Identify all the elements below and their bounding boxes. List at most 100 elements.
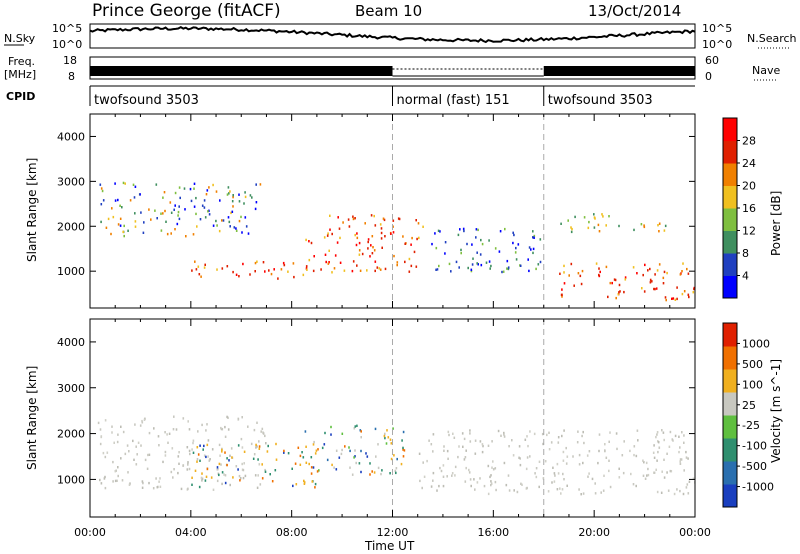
power-echo-cell <box>588 220 590 224</box>
power-echo-cell <box>467 266 469 270</box>
power-echo-cell <box>475 228 478 231</box>
velocity-echo-cell <box>546 433 548 437</box>
power-echo-cell <box>662 282 665 285</box>
velocity-echo-cell <box>432 479 434 482</box>
velocity-echo-cell <box>136 453 138 456</box>
nsky-strip <box>89 23 696 49</box>
power-echo-cell <box>380 231 383 235</box>
velocity-echo-cell <box>686 483 689 486</box>
velocity-echo-cell <box>354 455 356 458</box>
velocity-echo-cell <box>341 432 344 435</box>
velocity-echo-cell <box>365 452 367 455</box>
velocity-echo-cell <box>113 441 115 444</box>
power-echo-cell <box>143 221 145 224</box>
velocity-echo-cell <box>157 435 160 438</box>
power-echo-cell <box>233 226 236 229</box>
velocity-echo-cell <box>241 416 243 419</box>
power-echo-cell <box>356 232 358 235</box>
power-echo-cell <box>326 234 329 237</box>
power-echo-cell <box>608 215 610 218</box>
velocity-echo-cell <box>173 415 175 418</box>
velocity-echo-cell <box>470 484 472 488</box>
velocity-echo-cell <box>430 485 433 488</box>
velocity-echo-cell <box>587 475 589 478</box>
power-echo-cell <box>654 273 656 276</box>
power-echo-cell <box>411 236 413 240</box>
velocity-echo-cell <box>114 479 117 483</box>
power-echo-cell <box>310 241 313 245</box>
velocity-echo-cell <box>447 457 449 460</box>
velocity-echo-cell <box>421 486 423 490</box>
power-echo-cell <box>460 248 462 252</box>
velocity-echo-cell <box>162 460 164 464</box>
velocity-echo-cell <box>141 419 143 423</box>
power-echo-cell <box>305 267 308 270</box>
velocity-echo-cell <box>353 456 355 459</box>
velocity-colorbar-swatch <box>723 392 737 416</box>
power-echo-cell <box>649 267 651 271</box>
velocity-echo-cell <box>177 455 180 458</box>
power-echo-cell <box>641 287 643 290</box>
power-echo-cell <box>613 278 616 281</box>
power-echo-cell <box>193 205 196 208</box>
velocity-echo-cell <box>588 472 590 475</box>
nsky-trace <box>89 25 696 44</box>
velocity-echo-cell <box>155 477 157 480</box>
velocity-echo-cell <box>556 462 559 466</box>
velocity-echo-cell <box>252 457 255 460</box>
power-ylabel: Slant Range [km] <box>25 158 39 262</box>
power-echo-cell <box>327 232 329 235</box>
velocity-echo-cell <box>360 470 362 474</box>
velocity-echo-cell <box>199 459 201 462</box>
velocity-echo-cell <box>559 487 561 490</box>
velocity-echo-cell <box>316 470 319 473</box>
power-echo-cell <box>308 258 311 262</box>
power-echo-cell <box>488 239 490 242</box>
velocity-echo-cell <box>688 480 691 483</box>
velocity-echo-cell <box>565 462 568 465</box>
velocity-echo-cell <box>396 457 398 461</box>
power-echo-cell <box>218 229 221 233</box>
velocity-echo-cell <box>164 454 167 457</box>
power-colorbar-swatch <box>723 275 737 299</box>
power-echo-cell <box>339 236 341 240</box>
power-echo-cell <box>351 269 354 273</box>
velocity-echo-cell <box>224 451 226 454</box>
power-echo-cell <box>398 217 401 221</box>
power-echo-cell <box>460 251 462 255</box>
power-echo-cell <box>609 281 612 285</box>
velocity-echo-cell <box>148 431 151 435</box>
velocity-echo-cell <box>369 462 371 465</box>
power-echo-cell <box>466 242 468 246</box>
velocity-echo-cell <box>562 472 564 476</box>
power-echo-cell <box>380 237 383 240</box>
power-echo-cell <box>102 199 105 202</box>
power-echo-cell <box>216 224 218 227</box>
power-echo-cell <box>672 297 675 300</box>
power-colorbar: 4 8 12 16 20 24 28 <box>722 117 756 299</box>
velocity-echo-cell <box>655 468 657 471</box>
velocity-echo-cell <box>526 456 529 459</box>
power-echo-cell <box>519 264 522 267</box>
power-echo-cell <box>408 257 411 261</box>
power-echo-cell <box>435 246 438 250</box>
velocity-echo-cell <box>199 444 201 447</box>
power-echoes <box>99 181 695 302</box>
velocity-echo-cell <box>135 463 138 466</box>
velocity-echo-cell <box>465 449 467 452</box>
nsearch-tick-top: 10^5 <box>702 22 732 35</box>
power-echo-cell <box>226 265 229 268</box>
power-echo-cell <box>539 238 542 241</box>
velocity-echo-cell <box>609 431 611 434</box>
power-echo-cell <box>207 210 209 213</box>
velocity-echo-cell <box>442 464 445 467</box>
velocity-echo-cell <box>679 446 681 449</box>
power-echo-cell <box>431 242 433 246</box>
power-echo-cell <box>444 241 447 244</box>
velocity-echo-cell <box>680 458 683 461</box>
velocity-echo-cell <box>630 472 632 476</box>
power-echo-cell <box>127 229 129 232</box>
velocity-echo-cell <box>395 467 398 470</box>
power-echo-cell <box>228 220 231 224</box>
power-echo-cell <box>417 222 420 225</box>
